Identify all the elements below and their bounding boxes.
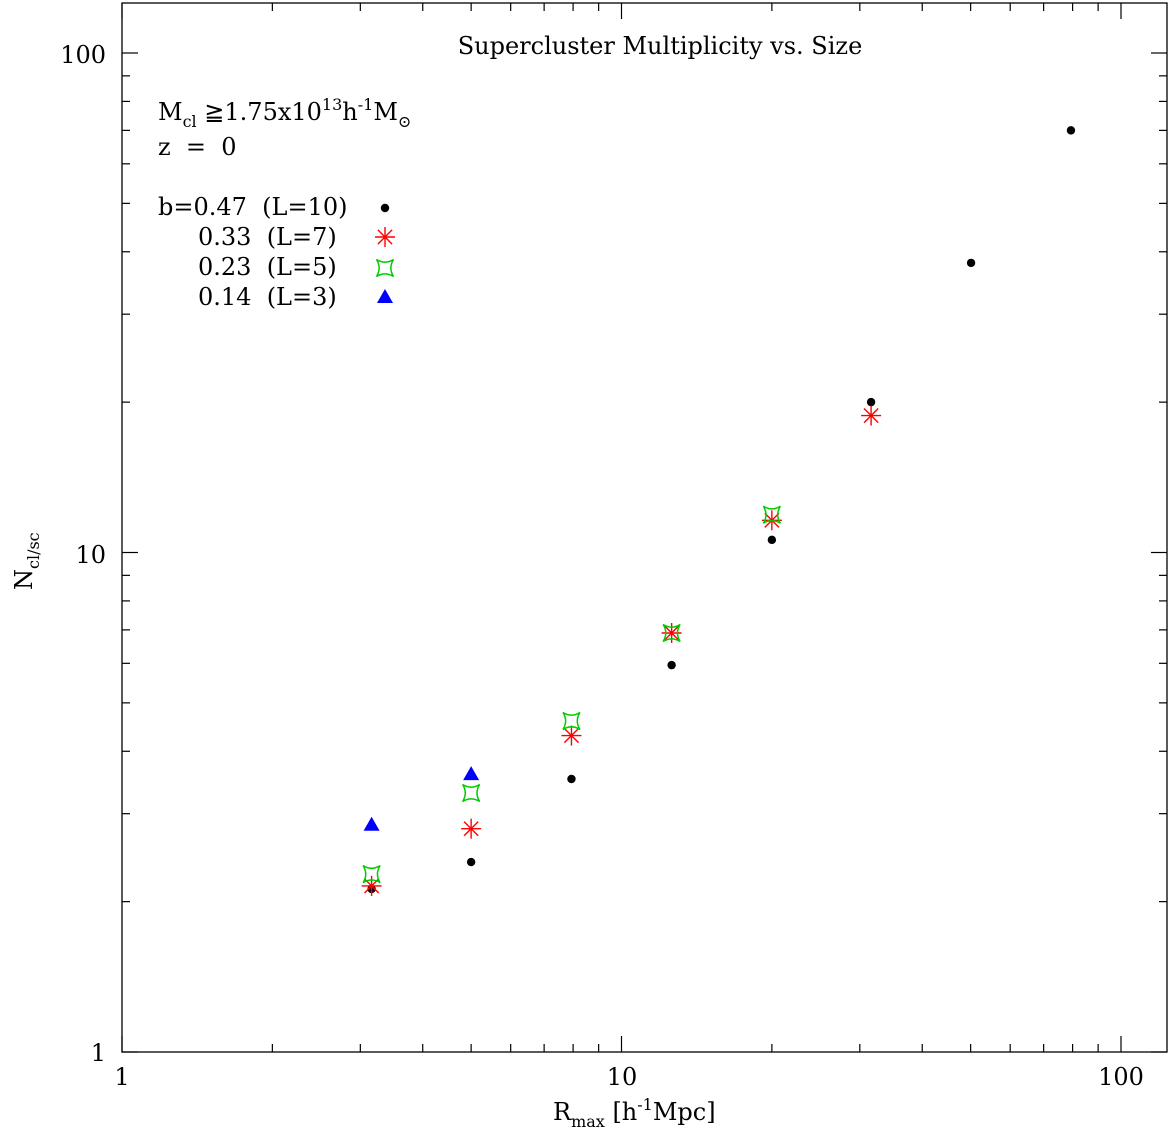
- data-point: [463, 766, 480, 781]
- legend: b=0.47 (L=10) 0.33 (L=7) 0.23 (L=5) 0.14…: [158, 193, 395, 311]
- data-point: [567, 774, 576, 784]
- y-tick-label-100: 100: [60, 41, 106, 69]
- legend-label-b023: 0.23 (L=5): [198, 253, 337, 281]
- x-tick-label-100: 100: [1098, 1063, 1144, 1091]
- data-point: [662, 623, 681, 643]
- legend-label-b047: b=0.47 (L=10): [158, 193, 347, 221]
- data-point: [762, 505, 782, 524]
- data-points: [361, 126, 1076, 896]
- data-point: [362, 865, 381, 884]
- data-point: [466, 857, 476, 867]
- x-tick-label-1: 1: [114, 1063, 129, 1091]
- data-point: [866, 397, 876, 407]
- legend-label-b033: 0.33 (L=7): [198, 223, 337, 251]
- data-point: [767, 535, 777, 545]
- data-point: [661, 622, 682, 643]
- x-axis-label: Rmax [h-1Mpc]: [553, 1095, 716, 1131]
- y-tick-label-10: 10: [75, 541, 106, 569]
- y-tick-label-1: 1: [91, 1039, 106, 1067]
- data-point: [363, 816, 380, 831]
- data-point: [966, 258, 976, 268]
- legend-marker: [375, 227, 395, 247]
- data-point: [667, 660, 676, 670]
- legend-label-b014: 0.14 (L=3): [198, 283, 337, 311]
- mass-threshold-annotation: Mcl ≧1.75x1013h-1M⊙: [158, 95, 411, 131]
- data-point: [461, 783, 481, 803]
- legend-markers: [375, 203, 395, 303]
- axis-ticks: [121, 3, 1167, 1053]
- data-point: [1066, 126, 1076, 135]
- y-axis-label: Ncl/sc: [10, 532, 43, 590]
- redshift-annotation: z = 0: [158, 133, 237, 161]
- data-point: [861, 405, 882, 426]
- chart-title: Supercluster Multiplicity vs. Size: [458, 32, 863, 60]
- plot-frame: [121, 2, 1168, 1053]
- x-tick-label-10: 10: [607, 1063, 638, 1091]
- data-point: [562, 711, 581, 731]
- legend-marker: [377, 289, 393, 303]
- data-point: [461, 818, 482, 839]
- data-point: [561, 725, 582, 746]
- legend-marker: [380, 203, 390, 213]
- legend-marker: [375, 258, 395, 278]
